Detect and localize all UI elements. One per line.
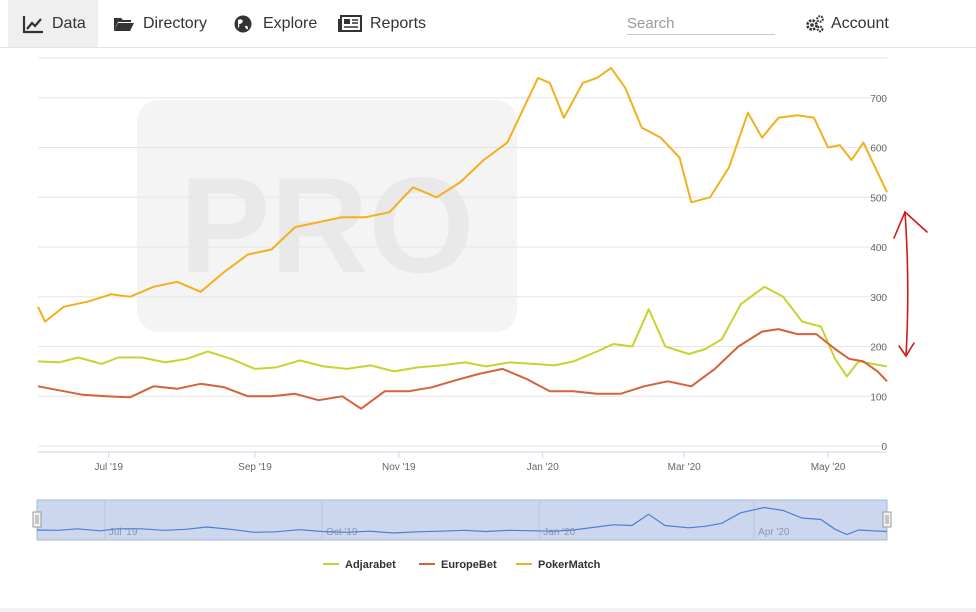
x-tick-label: Jul '19 [94,462,123,473]
annotation-shaft [904,211,909,357]
y-tick-label: 300 [870,293,887,304]
navigator-tick-label: Apr '20 [758,527,790,538]
account-label: Account [831,14,889,32]
y-tick-label: 0 [881,442,887,453]
x-tick-label: May '20 [811,462,846,473]
navigator-handle-box [882,511,892,528]
annotation-head-bottom [898,342,915,358]
top-nav-bar: Data Directory Explore Rep [0,0,976,48]
series-line-adjarabet [37,285,888,378]
navigator-handle-right[interactable] [882,511,892,528]
area-chart-icon [22,14,44,34]
legend-label: PokerMatch [538,559,601,571]
legend-item-pokermatch[interactable]: PokerMatch [516,559,601,571]
x-tick-label: Nov '19 [382,462,416,473]
folder-open-icon [113,14,135,34]
x-tick-label: Sep '19 [238,462,272,473]
navigator-tick-label: Jan '20 [543,527,575,538]
legend-label: EuropeBet [441,559,497,571]
watermark-background [137,100,517,332]
y-tick-label: 200 [870,343,887,354]
nav-tab-reports[interactable]: Reports [338,0,426,47]
legend-item-europebet[interactable]: EuropeBet [419,559,497,571]
globe-icon [233,14,255,34]
nav-tab-data[interactable]: Data [8,0,98,47]
red-annotation-arrow [893,210,928,358]
legend-item-adjarabet[interactable]: Adjarabet [323,559,396,571]
y-tick-label: 100 [870,392,887,403]
line-chart: PRO 0 100 200 300 400 500 600 700 Jul '19 Sep '19 N… [32,57,928,571]
x-tick-label: Mar '20 [668,462,701,473]
newspaper-icon [338,14,362,34]
navigator-tick-label: Jul '19 [109,527,138,538]
y-tick-label: 500 [870,193,887,204]
nav-tab-directory[interactable]: Directory [113,0,207,47]
navigator-series-line [36,506,888,536]
navigator-handle-box [32,511,42,528]
search-input[interactable] [627,12,775,35]
y-tick-label: 600 [870,144,887,155]
nav-tab-label: Explore [263,14,318,32]
nav-tab-label: Reports [370,14,427,32]
account-menu[interactable]: Account [805,0,889,47]
nav-tab-label: Directory [143,14,208,32]
watermark-text: PRO [180,149,475,301]
y-tick-label: 400 [870,243,887,254]
footer-divider [0,608,976,612]
nav-tab-explore[interactable]: Explore [233,0,317,47]
pro-watermark: PRO [137,100,517,332]
nav-tab-label: Data [52,14,86,32]
annotation-head-top [893,210,928,239]
navigator-handle-left[interactable] [32,511,42,528]
y-tick-label: 700 [870,94,887,105]
series-line-europebet [37,328,888,410]
range-navigator: Jul '19 Oct '19 Jan '20 Apr '20 [32,499,892,541]
gears-icon [805,14,825,34]
x-tick-label: Jan '20 [527,462,559,473]
legend-label: Adjarabet [345,559,396,571]
series-line-pokermatch [37,66,888,323]
